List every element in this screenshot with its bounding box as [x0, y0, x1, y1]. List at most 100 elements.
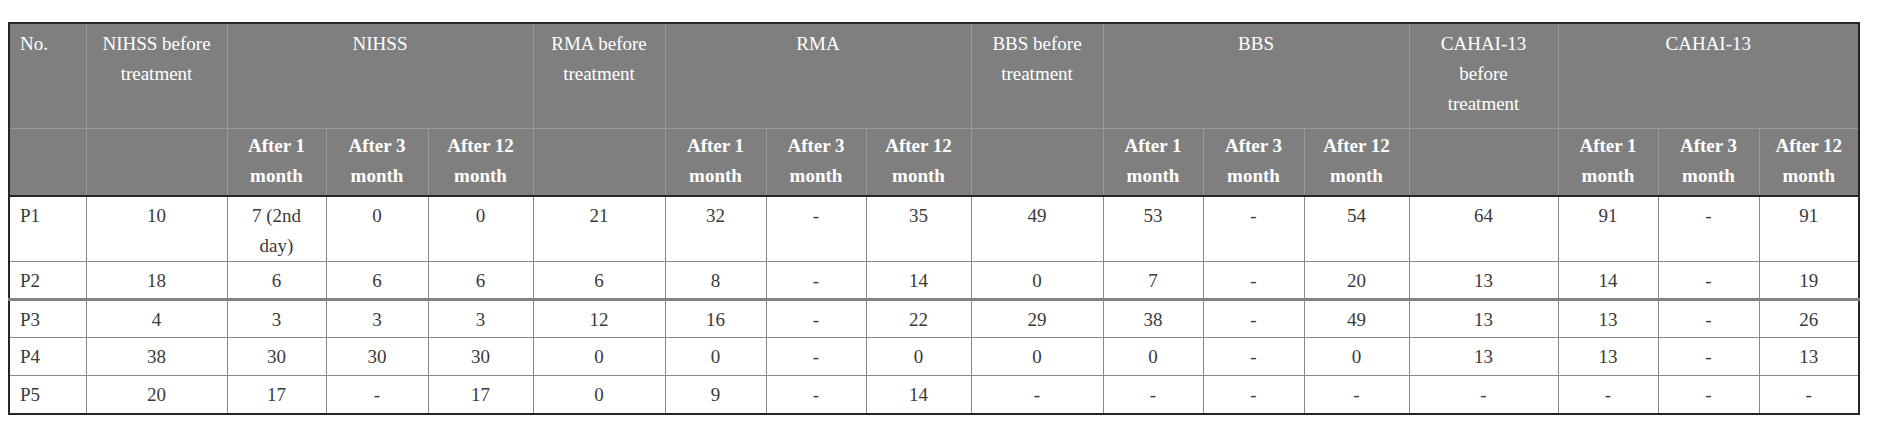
subheader-nihss-after-1-month: After 1 month [227, 129, 326, 197]
value-cell: 22 [866, 300, 971, 338]
value-cell: - [766, 338, 866, 376]
subheader-rma-after-3-month: After 3 month [766, 129, 866, 197]
value-cell: 3 [428, 300, 533, 338]
value-cell: 6 [533, 262, 665, 300]
value-cell: 30 [428, 338, 533, 376]
value-cell: 13 [1558, 300, 1658, 338]
value-cell: - [1304, 376, 1409, 414]
value-cell: 18 [86, 262, 227, 300]
subheader-empty-bbs-before [971, 129, 1103, 197]
value-cell: - [1658, 196, 1759, 262]
subheader-empty-nihss-before [86, 129, 227, 197]
value-cell: 3 [326, 300, 428, 338]
value-cell: - [1658, 262, 1759, 300]
table-body: P1107 (2nd day)002132-354953-546491-91P2… [9, 196, 1859, 414]
value-cell: 13 [1409, 262, 1558, 300]
value-cell: 0 [866, 338, 971, 376]
value-cell: - [1203, 376, 1304, 414]
value-cell: 0 [1103, 338, 1203, 376]
row-label-cell: P3 [9, 300, 86, 338]
col-header-bbs-before-treatment: BBS before treatment [971, 23, 1103, 129]
value-cell: 6 [326, 262, 428, 300]
value-cell: 20 [86, 376, 227, 414]
subheader-empty-cahai13-before [1409, 129, 1558, 197]
row-label-cell: P2 [9, 262, 86, 300]
row-label-cell: P5 [9, 376, 86, 414]
value-cell: - [1658, 338, 1759, 376]
value-cell: 12 [533, 300, 665, 338]
col-header-rma-group: RMA [665, 23, 971, 129]
value-cell: 21 [533, 196, 665, 262]
value-cell: 54 [1304, 196, 1409, 262]
value-cell: 4 [86, 300, 227, 338]
value-cell: - [1203, 196, 1304, 262]
value-cell: 0 [533, 376, 665, 414]
subheader-empty-no [9, 129, 86, 197]
value-cell: 32 [665, 196, 766, 262]
value-cell: 3 [227, 300, 326, 338]
value-cell: 53 [1103, 196, 1203, 262]
value-cell: 13 [1759, 338, 1859, 376]
value-cell: 6 [227, 262, 326, 300]
value-cell: 13 [1558, 338, 1658, 376]
table-row-p2: P21866668-1407-201314-19 [9, 262, 1859, 300]
col-header-rma-before-treatment: RMA before treatment [533, 23, 665, 129]
table-row-p4: P43830303000-000-01313-13 [9, 338, 1859, 376]
value-cell: 20 [1304, 262, 1409, 300]
value-cell: 14 [1558, 262, 1658, 300]
table-row-p3: P343331216-222938-491313-26 [9, 300, 1859, 338]
value-cell: 13 [1409, 338, 1558, 376]
value-cell: - [1658, 376, 1759, 414]
table-header: No. NIHSS before treatment NIHSS RMA bef… [9, 23, 1859, 196]
value-cell: 0 [971, 262, 1103, 300]
col-header-cahai13-group: CAHAI-13 [1558, 23, 1859, 129]
row-label-cell: P1 [9, 196, 86, 262]
value-cell: 19 [1759, 262, 1859, 300]
value-cell: 64 [1409, 196, 1558, 262]
subheader-rma-after-12-month: After 12 month [866, 129, 971, 197]
value-cell: - [1759, 376, 1859, 414]
value-cell: 38 [86, 338, 227, 376]
subheader-rma-after-1-month: After 1 month [665, 129, 766, 197]
value-cell: 17 [428, 376, 533, 414]
value-cell: - [1409, 376, 1558, 414]
value-cell: 0 [533, 338, 665, 376]
value-cell: 30 [326, 338, 428, 376]
value-cell: 91 [1558, 196, 1658, 262]
value-cell: - [766, 300, 866, 338]
col-header-no: No. [9, 23, 86, 129]
subheader-bbs-after-1-month: After 1 month [1103, 129, 1203, 197]
value-cell: 14 [866, 262, 971, 300]
value-cell: - [1203, 262, 1304, 300]
table-row-p1: P1107 (2nd day)002132-354953-546491-91 [9, 196, 1859, 262]
table-row-p5: P52017-1709-14-------- [9, 376, 1859, 414]
value-cell: 7 [1103, 262, 1203, 300]
value-cell: 29 [971, 300, 1103, 338]
value-cell: 16 [665, 300, 766, 338]
subheader-cahai13-after-12-month: After 12 month [1759, 129, 1859, 197]
subheader-bbs-after-12-month: After 12 month [1304, 129, 1409, 197]
value-cell: 49 [971, 196, 1103, 262]
value-cell: 7 (2nd day) [227, 196, 326, 262]
value-cell: 0 [971, 338, 1103, 376]
col-header-nihss-before-treatment: NIHSS before treatment [86, 23, 227, 129]
value-cell: - [766, 196, 866, 262]
value-cell: 9 [665, 376, 766, 414]
value-cell: - [971, 376, 1103, 414]
subheader-cahai13-after-3-month: After 3 month [1658, 129, 1759, 197]
value-cell: 91 [1759, 196, 1859, 262]
subheader-empty-rma-before [533, 129, 665, 197]
value-cell: 13 [1409, 300, 1558, 338]
value-cell: 0 [665, 338, 766, 376]
value-cell: - [766, 262, 866, 300]
value-cell: - [1558, 376, 1658, 414]
value-cell: - [766, 376, 866, 414]
value-cell: 49 [1304, 300, 1409, 338]
header-sub-row: After 1 month After 3 month After 12 mon… [9, 129, 1859, 197]
row-label-cell: P4 [9, 338, 86, 376]
value-cell: 38 [1103, 300, 1203, 338]
value-cell: - [1658, 300, 1759, 338]
value-cell: 26 [1759, 300, 1859, 338]
col-header-cahai13-before-treatment: CAHAI-13 before treatment [1409, 23, 1558, 129]
value-cell: 8 [665, 262, 766, 300]
